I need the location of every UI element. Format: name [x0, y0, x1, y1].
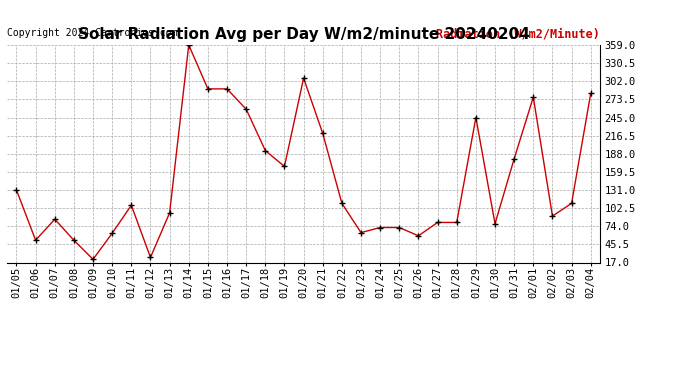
- Text: Copyright 2024 Cartronics.com: Copyright 2024 Cartronics.com: [7, 28, 177, 38]
- Title: Solar Radiation Avg per Day W/m2/minute 20240204: Solar Radiation Avg per Day W/m2/minute …: [78, 27, 529, 42]
- Text: Radiation (W/m2/Minute): Radiation (W/m2/Minute): [436, 28, 600, 40]
